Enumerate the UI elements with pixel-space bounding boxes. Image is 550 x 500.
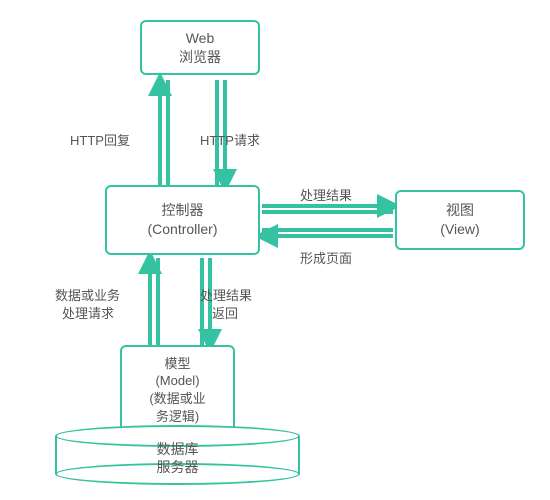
node-text: 服务器 (55, 458, 300, 476)
node-view: 视图 (View) (395, 190, 525, 250)
diagram-canvas: Web 浏览器 控制器 (Controller) 视图 (View) 模型 (M… (0, 0, 550, 500)
node-text: 控制器 (162, 201, 204, 220)
edge-label: 处理请求 (62, 303, 114, 322)
node-text: 视图 (446, 201, 474, 220)
node-text: (数据或业 (149, 390, 205, 408)
node-text: 浏览器 (179, 48, 221, 67)
node-text: Web (186, 29, 215, 48)
node-model: 模型 (Model) (数据或业 务逻辑) (120, 345, 235, 435)
node-browser: Web 浏览器 (140, 20, 260, 75)
edge-label: 数据或业务 (55, 285, 120, 304)
node-controller: 控制器 (Controller) (105, 185, 260, 255)
node-text-wrap: 数据库 服务器 (55, 440, 300, 476)
edge-label: HTTP回复 (70, 130, 130, 149)
node-text: 数据库 (55, 440, 300, 458)
node-text: (Controller) (147, 220, 217, 239)
node-text: 模型 (164, 355, 190, 373)
node-text: (View) (440, 220, 479, 239)
node-text: 务逻辑) (156, 408, 199, 426)
node-database: 数据库 服务器 (55, 425, 300, 485)
edge-label: 返回 (212, 303, 238, 322)
edge-label: 处理结果 (200, 285, 252, 304)
node-text: (Model) (155, 372, 199, 390)
edge-label: 形成页面 (300, 248, 352, 267)
edge-label: HTTP请求 (200, 130, 260, 149)
edge-label: 处理结果 (300, 185, 352, 204)
